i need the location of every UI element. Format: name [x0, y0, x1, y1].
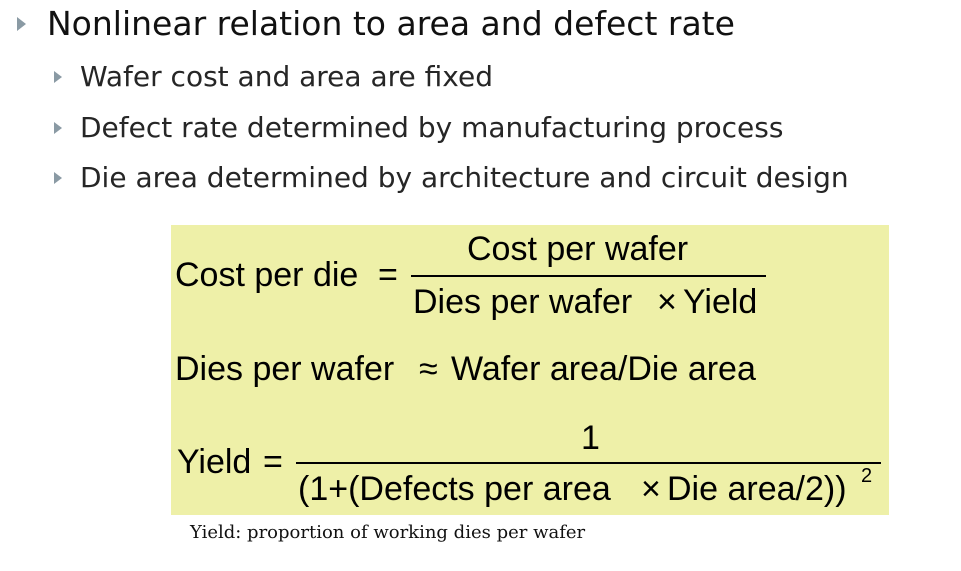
slide-heading: Nonlinear relation to area and defect ra…	[47, 4, 735, 43]
cost-numerator: Cost per wafer	[467, 230, 689, 268]
sub-bullet-text: Defect rate determined by manufacturing …	[80, 111, 784, 144]
equals-sign: =	[378, 256, 398, 294]
approx-sign: ≈	[419, 350, 438, 388]
bullet-triangle-icon	[54, 70, 62, 83]
sub-bullet: Die area determined by architecture and …	[54, 161, 849, 194]
sub-bullet: Wafer cost and area are fixed	[54, 60, 493, 93]
main-bullet: Nonlinear relation to area and defect ra…	[17, 4, 735, 43]
bullet-triangle-icon	[54, 171, 62, 184]
bullet-triangle-icon	[54, 121, 62, 134]
fraction-bar	[411, 275, 766, 277]
caption: Yield: proportion of working dies per wa…	[190, 522, 586, 543]
times-sign: ×	[641, 470, 661, 508]
sub-bullet: Defect rate determined by manufacturing …	[54, 111, 783, 144]
yield-lhs: Yield	[177, 443, 252, 481]
yield-denominator-b: Die area/2))	[667, 470, 847, 508]
sub-bullet-text: Die area determined by architecture and …	[80, 161, 849, 194]
formula-box: Cost per die = Cost per wafer Dies per w…	[171, 225, 889, 515]
cost-lhs: Cost per die	[175, 256, 359, 294]
bullet-triangle-icon	[17, 16, 26, 31]
cost-denominator-b: Yield	[683, 283, 758, 321]
fraction-bar	[296, 462, 881, 464]
dies-lhs: Dies per wafer	[175, 350, 395, 388]
exponent: 2	[861, 465, 873, 487]
cost-denominator-a: Dies per wafer	[413, 283, 633, 321]
times-sign: ×	[657, 283, 677, 321]
dies-rhs: Wafer area/Die area	[451, 350, 756, 388]
equals-sign: =	[263, 443, 283, 481]
sub-bullet-text: Wafer cost and area are fixed	[80, 60, 493, 93]
yield-numerator: 1	[581, 419, 600, 457]
yield-denominator-a: (1+(Defects per area	[298, 470, 611, 508]
